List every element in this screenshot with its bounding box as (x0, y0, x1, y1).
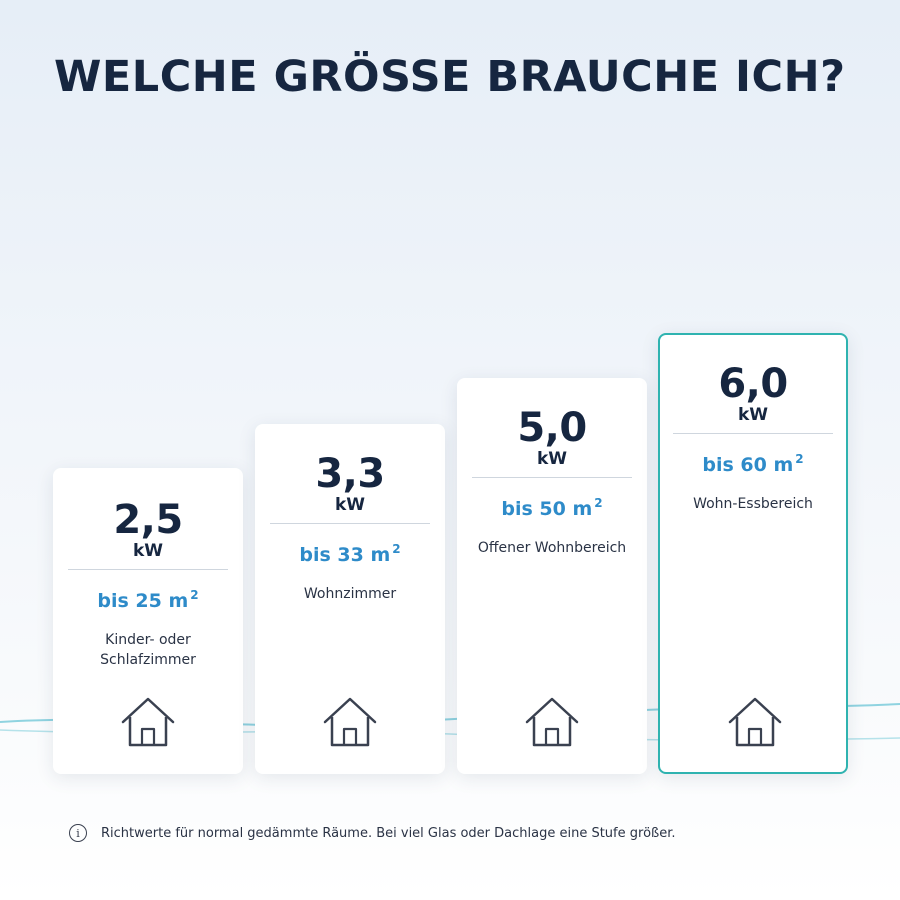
room-label: Wohn-Essbereich (693, 496, 813, 512)
divider (472, 477, 632, 478)
house-icon (323, 697, 377, 747)
kw-unit: kW (334, 495, 366, 515)
room-label: Kinder- oder Schlafzimmer (100, 632, 196, 668)
kw-unit: kW (132, 541, 164, 561)
kw-unit: kW (536, 449, 568, 469)
page-title: WELCHE GRÖSSE BRAUCHE ICH? (54, 52, 846, 102)
room-label: Offener Wohnbereich (477, 540, 627, 556)
info-note-text: Richtwerte für normal gedämmte Räume. Be… (101, 825, 676, 841)
kw-value: 3,3 (315, 451, 385, 497)
kw-value: 6,0 (718, 361, 788, 407)
house-icon (525, 697, 579, 747)
kw-unit: kW (737, 405, 769, 425)
info-note: i Richtwerte für normal gedämmte Räume. … (69, 823, 676, 843)
divider (270, 523, 430, 524)
divider (68, 569, 228, 570)
kw-value: 5,0 (517, 405, 587, 451)
info-icon: i (69, 824, 87, 842)
divider (673, 433, 833, 434)
house-icon (728, 697, 782, 747)
house-icon (121, 697, 175, 747)
room-label: Wohnzimmer (303, 586, 397, 602)
kw-value: 2,5 (113, 497, 183, 543)
